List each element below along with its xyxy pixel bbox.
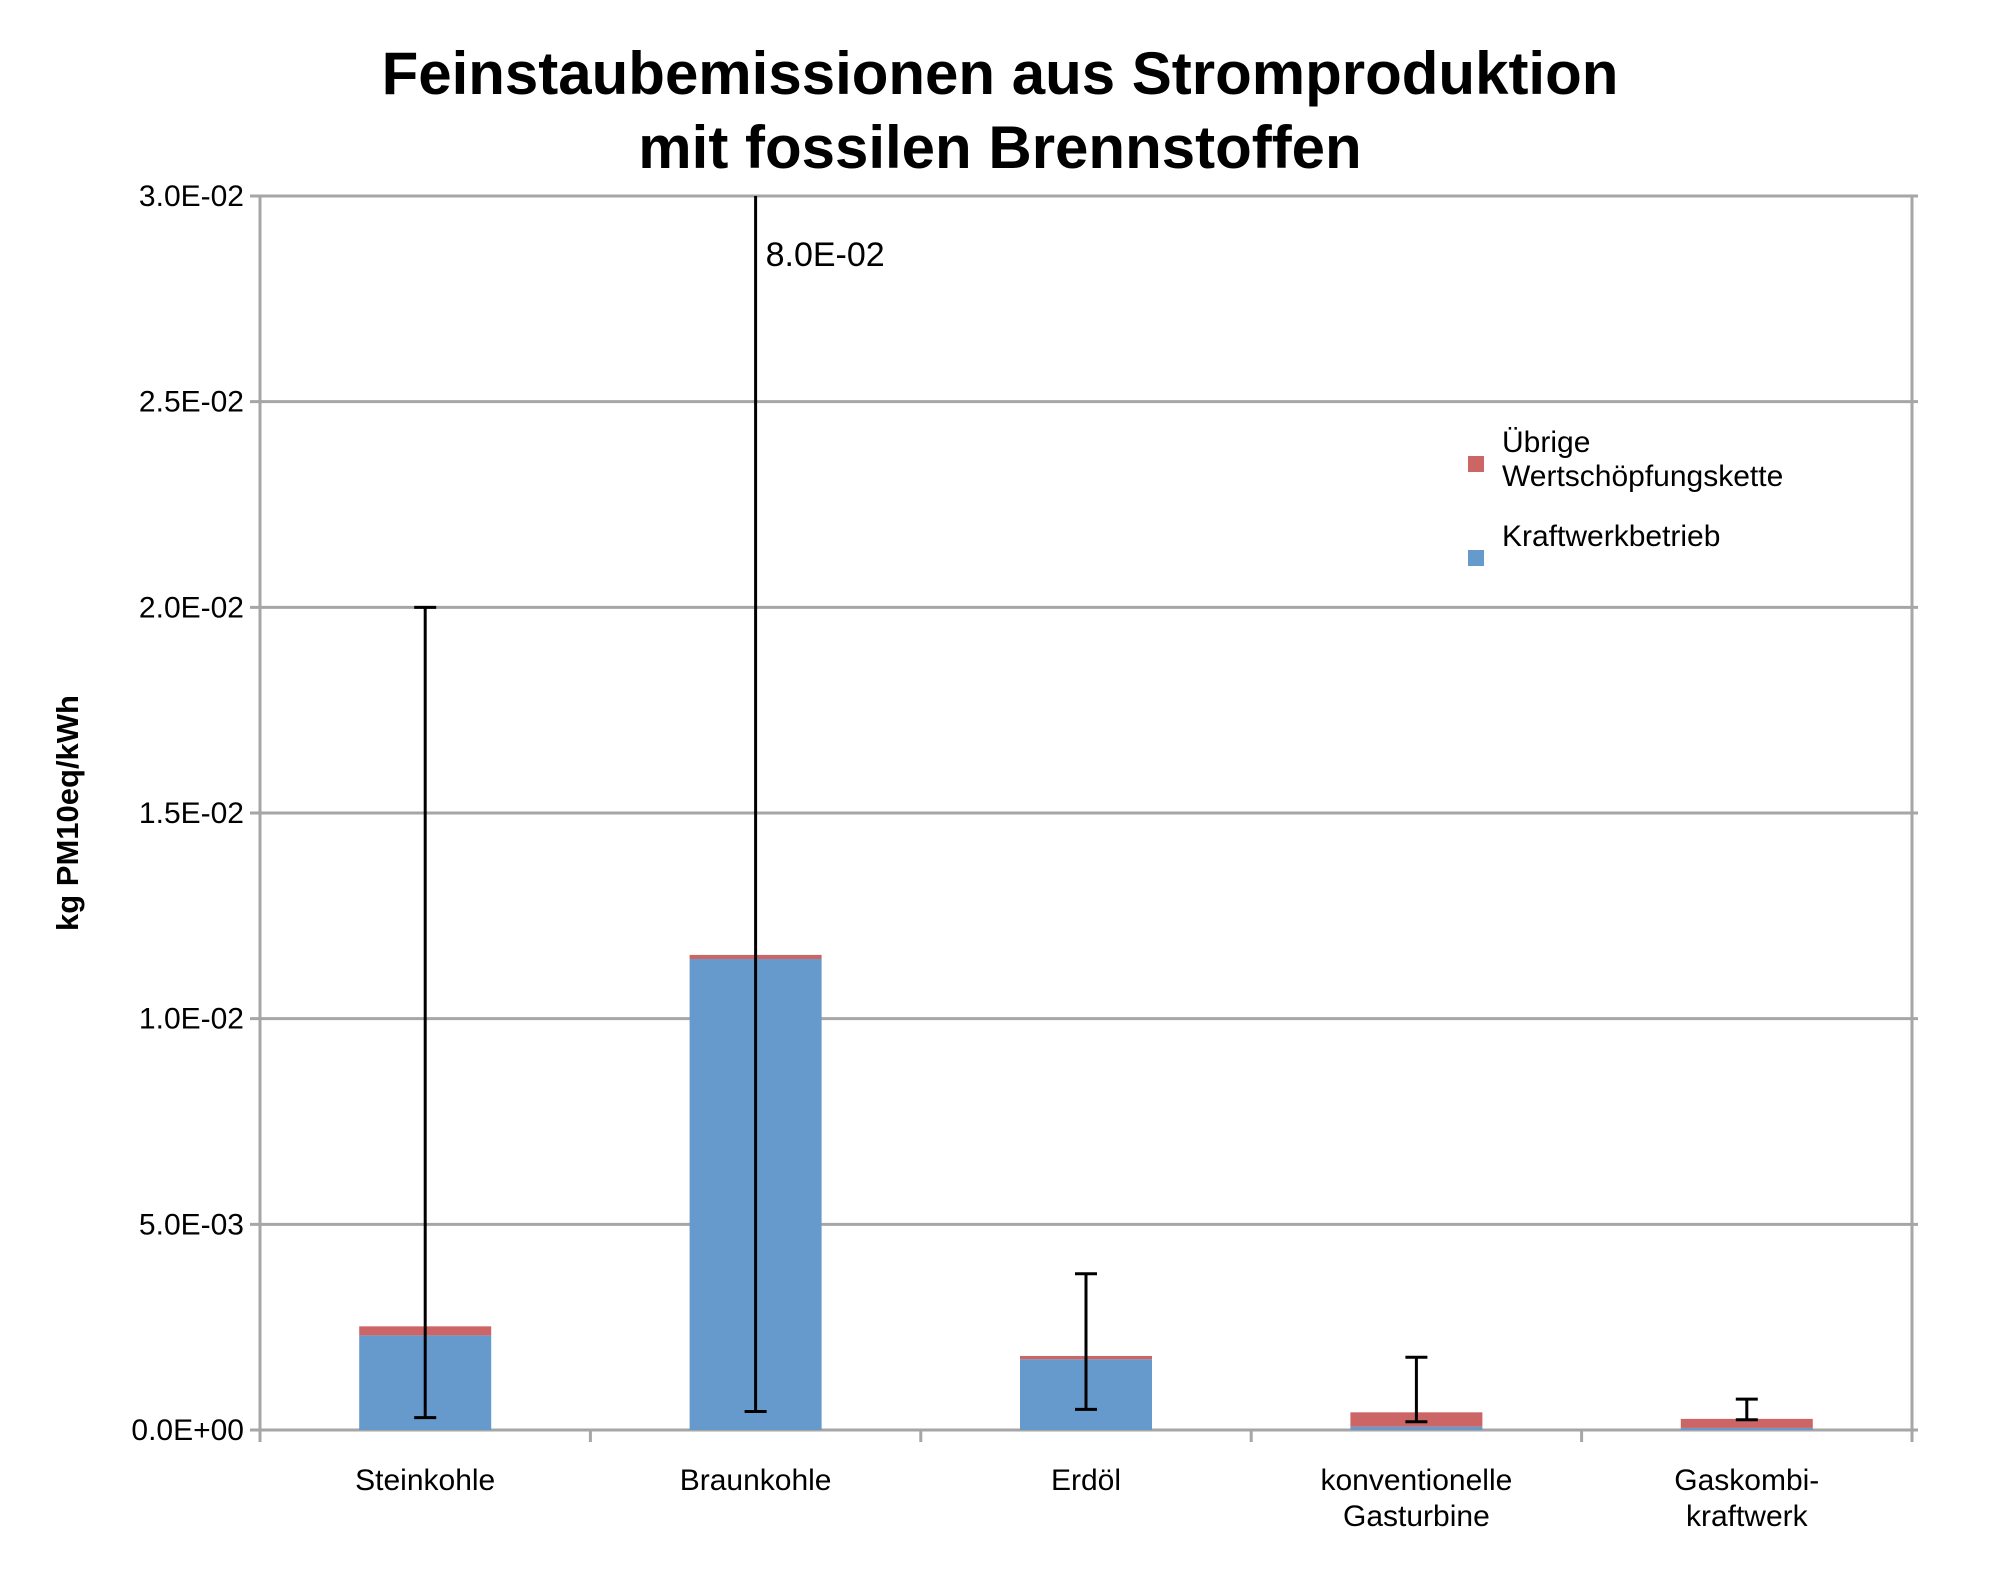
bar-kraftwerkbetrieb: [1350, 1426, 1483, 1430]
legend-label: Wertschöpfungskette: [1502, 460, 1783, 493]
y-tick-label: 2.5E-02: [139, 386, 244, 419]
x-tick-label: Gaskombi-: [1674, 1464, 1819, 1497]
legend-label: Übrige: [1502, 426, 1590, 459]
y-tick-label: 2.0E-02: [139, 591, 244, 624]
y-axis-label: kg PM10eq/kWh: [50, 695, 85, 931]
chart-title-line-1: Feinstaubemissionen aus Stromproduktion: [381, 40, 1619, 107]
y-tick-label: 0.0E+00: [131, 1414, 244, 1447]
legend-swatch: [1468, 550, 1484, 566]
x-tick-label: kraftwerk: [1686, 1500, 1809, 1533]
y-tick-label: 1.0E-02: [139, 1003, 244, 1036]
legend-label: Kraftwerkbetrieb: [1502, 520, 1720, 553]
x-tick-label: Erdöl: [1051, 1464, 1121, 1497]
x-tick-label: Braunkohle: [680, 1464, 832, 1497]
chart-title-line-2: mit fossilen Brennstoffen: [638, 114, 1362, 181]
y-tick-label: 5.0E-03: [139, 1208, 244, 1241]
y-tick-label: 3.0E-02: [139, 180, 244, 213]
x-tick-label: konventionelle: [1320, 1464, 1512, 1497]
y-tick-label: 1.5E-02: [139, 797, 244, 830]
x-tick-label: Gasturbine: [1343, 1500, 1490, 1533]
bar-kraftwerkbetrieb: [1680, 1427, 1813, 1430]
x-tick-label: Steinkohle: [355, 1464, 495, 1497]
bar-uebrige-wertschoepfungskette: [1680, 1418, 1813, 1428]
legend-swatch: [1468, 456, 1484, 472]
error-bar-annotation: 8.0E-02: [766, 236, 885, 274]
